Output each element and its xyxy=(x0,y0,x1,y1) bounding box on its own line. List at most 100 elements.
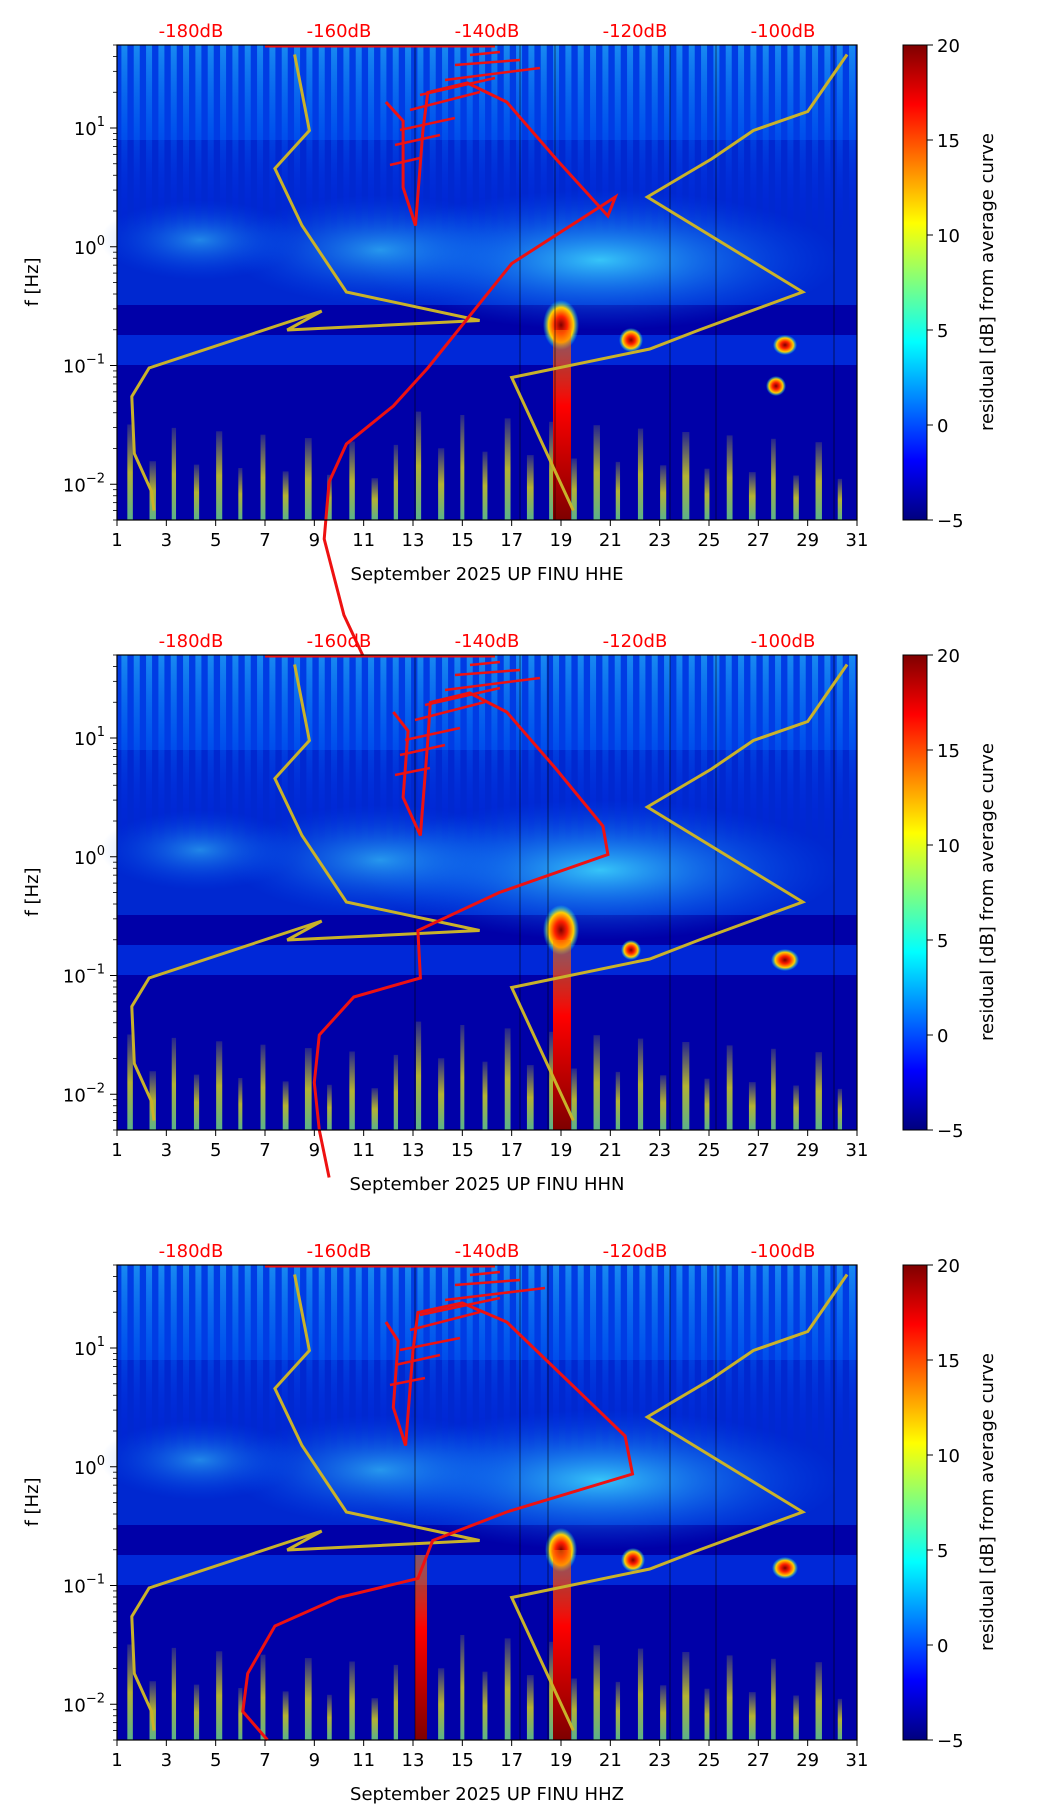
low-frequency-stripe xyxy=(171,1037,177,1130)
daily-stripe xyxy=(466,45,473,235)
y-tick-label: 101 xyxy=(74,115,105,140)
y-tick-label: 101 xyxy=(74,725,105,750)
x-tick-label: 15 xyxy=(451,1140,474,1161)
daily-stripe xyxy=(799,1265,806,1455)
low-frequency-stripe xyxy=(127,1034,133,1130)
db-label: -100dB xyxy=(751,21,816,42)
daily-stripe xyxy=(318,45,325,235)
daily-stripe xyxy=(540,45,547,235)
db-scale-labels: -180dB -160dB -140dB -120dB -100dB xyxy=(159,1241,816,1262)
event-blobs xyxy=(415,1528,798,1740)
daily-stripe xyxy=(146,655,153,845)
daily-stripe xyxy=(207,1265,214,1455)
daily-stripe xyxy=(368,655,375,845)
y-tick-exponent: 1 xyxy=(97,1335,105,1350)
x-tick-label: 13 xyxy=(402,1140,425,1161)
y-tick-exponent: 0 xyxy=(97,1454,105,1469)
daily-stripe xyxy=(528,45,535,235)
y-tick-mantissa: 10 xyxy=(74,729,97,750)
low-frequency-stripe xyxy=(193,464,200,520)
x-axis-label: September 2025 UP FINU HHN xyxy=(349,1174,624,1195)
x-tick-label: 27 xyxy=(747,1750,770,1771)
daily-stripe xyxy=(133,1265,140,1455)
low-frequency-stripe xyxy=(526,1675,534,1740)
colorbar-tick-label: 0 xyxy=(937,1636,948,1657)
y-tick-label: 100 xyxy=(74,844,105,869)
daily-stripe xyxy=(614,1265,621,1455)
daily-stripe xyxy=(244,655,251,845)
daily-stripe xyxy=(639,655,646,845)
x-tick-label: 11 xyxy=(352,1750,375,1771)
low-frequency-stripe xyxy=(637,1648,644,1740)
db-label: -160dB xyxy=(307,1241,372,1262)
x-tick-label: 21 xyxy=(599,1140,622,1161)
low-frequency-stripe xyxy=(504,1638,511,1740)
daily-stripe xyxy=(331,655,338,845)
db-label: -140dB xyxy=(455,631,520,652)
daily-stripe xyxy=(688,1265,695,1455)
low-frequency-stripe xyxy=(460,415,465,520)
y-tick-mantissa: 10 xyxy=(74,1339,97,1360)
low-frequency-stripe xyxy=(748,472,756,520)
db-label: -180dB xyxy=(159,1241,224,1262)
day-boundary-lines xyxy=(414,655,835,1130)
y-axis-label: f [Hz] xyxy=(22,867,43,916)
x-axis-label: September 2025 UP FINU HHE xyxy=(351,564,624,585)
daily-stripe xyxy=(762,655,769,845)
colorbar-tick-label: 20 xyxy=(937,36,960,57)
x-tick-label: 19 xyxy=(550,530,573,551)
daily-stripe xyxy=(281,1265,288,1455)
daily-stripe xyxy=(516,1265,523,1455)
y-tick-label: 10−2 xyxy=(63,1081,105,1106)
db-label: -100dB xyxy=(751,1241,816,1262)
daily-stripe xyxy=(762,1265,769,1455)
daily-stripe xyxy=(540,1265,547,1455)
y-tick-mantissa: 10 xyxy=(63,967,86,988)
y-tick-label: 10−2 xyxy=(63,1691,105,1716)
y-tick-mantissa: 10 xyxy=(63,1695,86,1716)
daily-stripe xyxy=(491,655,498,845)
daily-stripe xyxy=(294,655,301,845)
x-tick-label: 3 xyxy=(161,1750,172,1771)
daily-stripe xyxy=(787,655,794,845)
daily-stripe xyxy=(158,1265,165,1455)
daily-stripe xyxy=(824,655,831,845)
low-frequency-stripe xyxy=(304,438,312,520)
x-tick-label: 23 xyxy=(648,1140,671,1161)
daily-stripe xyxy=(824,45,831,235)
daily-stripe xyxy=(688,655,695,845)
daily-stripe xyxy=(775,1265,782,1455)
daily-stripe xyxy=(614,655,621,845)
daily-stripe xyxy=(380,45,387,235)
spectrogram-background xyxy=(100,45,857,520)
y-tick-exponent: −2 xyxy=(86,1081,105,1096)
colorbar xyxy=(902,1264,928,1741)
low-frequency-stripe xyxy=(171,1647,177,1740)
low-frequency-stripe xyxy=(127,1644,133,1740)
daily-stripe xyxy=(824,1265,831,1455)
low-frequency-stripe xyxy=(771,1048,776,1130)
low-frequency-stripe xyxy=(482,451,488,520)
colorbar-tick-label: −5 xyxy=(937,511,964,532)
y-tick-label: 100 xyxy=(74,1454,105,1479)
daily-stripe xyxy=(516,45,523,235)
low-frequency-stripe xyxy=(837,478,843,520)
daily-stripe xyxy=(849,655,856,845)
noise-model-curve-right xyxy=(509,663,849,1122)
low-frequency-stripe xyxy=(504,418,511,520)
low-frequency-stripe xyxy=(171,427,177,520)
daily-stripe xyxy=(343,45,350,235)
low-frequency-stripe xyxy=(393,1664,399,1740)
low-frequency-stripe xyxy=(504,1028,511,1130)
daily-stripe xyxy=(244,45,251,235)
daily-stripe xyxy=(121,655,128,845)
x-tick-label: 29 xyxy=(796,530,819,551)
y-tick-exponent: −1 xyxy=(86,353,105,368)
y-tick-label: 10−1 xyxy=(63,353,105,378)
y-tick-mantissa: 10 xyxy=(63,357,86,378)
low-frequency-stripe xyxy=(216,1651,223,1740)
x-tick-label: 29 xyxy=(796,1750,819,1771)
